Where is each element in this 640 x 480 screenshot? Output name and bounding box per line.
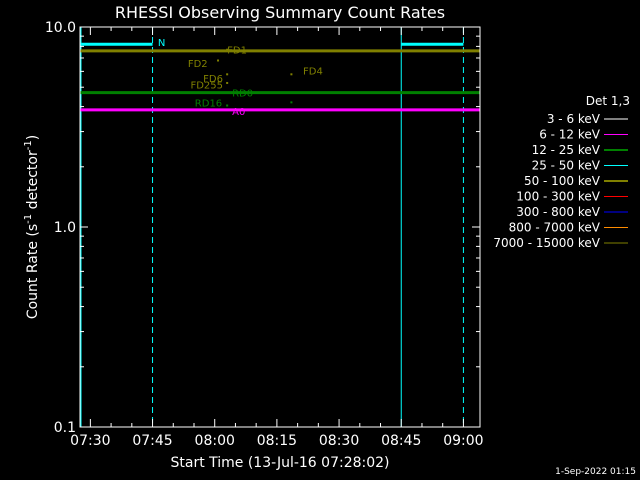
- legend-label: 800 - 7000 keV: [509, 221, 601, 235]
- y-axis-ticks: 0.1 1.0 10.0: [45, 20, 480, 436]
- annotation-label: FD1: [227, 46, 247, 57]
- legend-label: 100 - 300 keV: [516, 190, 600, 204]
- annotation-label: FD4: [303, 67, 323, 78]
- x-tick-label: 08:30: [319, 433, 359, 449]
- legend-label: 25 - 50 keV: [532, 159, 601, 173]
- legend-label: 3 - 6 keV: [547, 112, 601, 126]
- y-tick-label: 1.0: [54, 220, 76, 236]
- x-tick-label: 07:30: [70, 433, 110, 449]
- series-levels: [80, 42, 480, 112]
- annotation-label: FD6: [203, 74, 223, 85]
- y-tick-label: 10.0: [45, 20, 76, 36]
- x-tick-label: 08:45: [381, 433, 421, 449]
- footer-timestamp: 1-Sep-2022 01:15: [555, 467, 636, 477]
- annotation-label: A0: [232, 107, 245, 118]
- chart-title: RHESSI Observing Summary Count Rates: [115, 3, 445, 22]
- annotation-marker: [226, 48, 229, 51]
- x-tick-label: 07:45: [132, 433, 172, 449]
- annotation-label: FD2: [188, 59, 208, 70]
- legend-label: 6 - 12 keV: [539, 128, 601, 142]
- legend-label: 7000 - 15000 keV: [493, 236, 600, 250]
- annotation-marker: [290, 101, 293, 104]
- legend-label: 50 - 100 keV: [524, 174, 601, 188]
- annotation-label: FD255: [190, 81, 223, 92]
- y-axis-label: Count Rate (s-1 detector-1): [23, 135, 41, 319]
- annotation-label: RD16: [195, 98, 222, 109]
- annotation-label: N: [158, 38, 165, 49]
- x-tick-label: 08:15: [257, 433, 297, 449]
- annotation-marker: [290, 73, 293, 76]
- x-axis-ticks: 07:30 07:45 08:00 08:15 08:30 08:45 09:00: [70, 27, 484, 449]
- y-tick-label: 0.1: [54, 420, 76, 436]
- annotation-marker: [217, 59, 220, 62]
- legend-title: Det 1,3: [586, 94, 630, 108]
- x-tick-label: 09:00: [443, 433, 483, 449]
- x-tick-label: 08:00: [195, 433, 235, 449]
- x-axis-label: Start Time (13-Jul-16 07:28:02): [170, 455, 389, 471]
- annotation-marker: [226, 104, 229, 107]
- legend-label: 300 - 800 keV: [516, 205, 600, 219]
- legend-label: 12 - 25 keV: [532, 143, 601, 157]
- annotation-marker: [226, 73, 229, 76]
- annotation-marker: [226, 81, 229, 84]
- annotation-label: RD0: [232, 89, 253, 100]
